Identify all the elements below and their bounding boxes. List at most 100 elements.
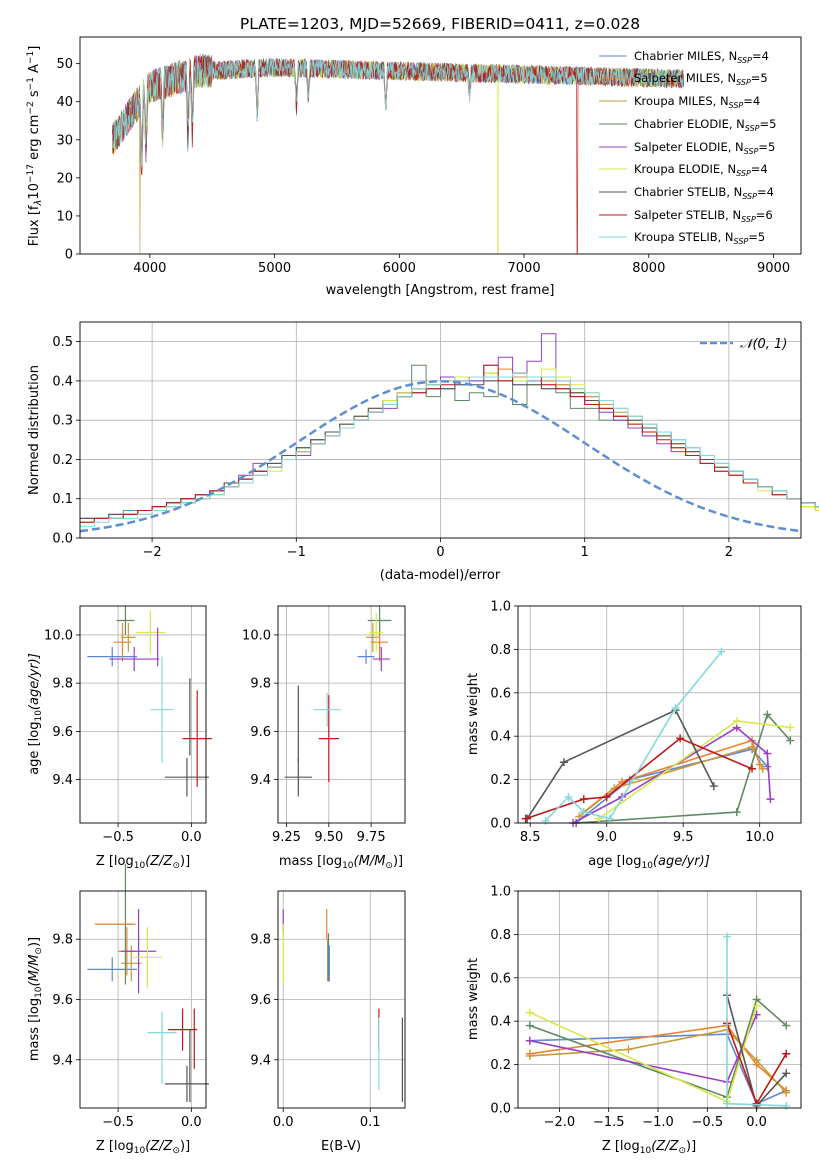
y-tick-label: 10.0 — [242, 628, 271, 643]
massweight-vs-z-panel: −2.0 −1.5 −1.0 −0.5 0.0 0.0 0.2 0.4 0.6 0.8 1.0 Z … — [466, 885, 802, 1156]
y-tick-label: 0.1 — [52, 492, 73, 507]
residuals-axes: −2 −1 0 1 2 0.0 0.1 0.2 0.3 0.4 0.5 — [52, 321, 802, 560]
mass-weight-marker — [723, 1099, 732, 1108]
mass-weight-marker — [525, 1008, 534, 1017]
y-tick-label: 0.4 — [490, 1015, 511, 1030]
y-tick-label: 0.5 — [52, 335, 73, 350]
mass-weight-marker — [782, 1101, 791, 1110]
legend-label: Salpeter MILES, NSSP=5 — [634, 71, 768, 87]
mass-weight-marker — [766, 795, 775, 804]
x-tick-label: −1.0 — [642, 1115, 674, 1130]
legend-label: Kroupa STELIB, NSSP=5 — [634, 230, 765, 246]
x-tick-label: −1.5 — [593, 1115, 625, 1130]
x-tick-label: 9.50 — [314, 830, 343, 845]
x-tick-label: 0 — [436, 545, 444, 560]
spectrum-legend: Chabrier MILES, NSSP=4 Salpeter MILES, N… — [599, 49, 776, 246]
histogram-step — [80, 368, 819, 523]
mw-age-xlabel: age [log10(age/yr)] — [588, 854, 710, 871]
y-tick-label: 9.4 — [250, 1053, 271, 1068]
y-tick-label: 0.2 — [490, 773, 511, 788]
x-tick-label: −0.5 — [102, 1115, 134, 1130]
histogram-step — [80, 380, 819, 519]
y-tick-label: 20 — [56, 171, 73, 186]
mass-ebv-xlabel: E(B-V) — [321, 1139, 361, 1154]
mass-weight-marker — [624, 1045, 633, 1054]
axes-frame — [517, 890, 802, 1109]
y-tick-label: 10 — [56, 209, 73, 224]
mw-age-axes: 8.5 9.0 9.5 10.0 0.0 0.2 0.4 0.6 0.8 1.0 — [490, 600, 802, 845]
mass-weight-marker — [763, 710, 772, 719]
y-tick-label: 0.0 — [52, 532, 73, 547]
axes-frame — [79, 890, 207, 1109]
mass-vs-ebv-panel: 0.0 0.1 9.4 9.6 9.8 E(B-V) — [250, 890, 406, 1154]
mass-weight-marker — [717, 647, 726, 656]
mass-weight-marker — [676, 734, 685, 743]
axes-frame — [277, 890, 406, 1109]
y-tick-label: 40 — [56, 95, 73, 110]
legend-label: Chabrier ELODIE, NSSP=5 — [634, 117, 776, 133]
y-tick-label: 9.4 — [52, 1053, 73, 1068]
mass-weight-marker — [525, 1051, 534, 1060]
y-tick-label: 0.4 — [52, 374, 73, 389]
legend-label: Chabrier STELIB, NSSP=4 — [634, 185, 774, 201]
histogram-step — [80, 372, 819, 523]
x-tick-label: 7000 — [508, 261, 541, 276]
age-z-ylabel: age [log10(age/yr)] — [27, 653, 44, 775]
y-tick-label: 9.8 — [52, 933, 73, 948]
x-tick-label: −1 — [287, 545, 306, 560]
x-tick-label: 1 — [581, 545, 589, 560]
residuals-histograms — [79, 333, 819, 533]
y-tick-label: 1.0 — [490, 885, 511, 900]
mass-z-axes: −0.5 0.0 9.4 9.6 9.8 — [52, 890, 207, 1130]
age-vs-mass-panel: 9.25 9.50 9.75 9.4 9.6 9.8 10.0 mass [log10(M/… — [242, 605, 406, 871]
legend-label: Salpeter STELIB, NSSP=6 — [634, 208, 773, 224]
x-tick-label: −2.0 — [544, 1115, 576, 1130]
x-tick-label: 0.0 — [181, 1115, 202, 1130]
x-tick-label: 8000 — [632, 261, 665, 276]
x-tick-label: −0.5 — [102, 830, 134, 845]
axes-frame — [79, 36, 802, 255]
mass-weight-marker — [579, 795, 588, 804]
axes-frame — [277, 605, 406, 824]
mass-weight-marker — [525, 1021, 534, 1030]
y-tick-label: 0.2 — [490, 1058, 511, 1073]
mass-weight-marker — [748, 743, 757, 752]
mass-weight-line — [529, 1014, 758, 1083]
x-tick-label: 2 — [725, 545, 733, 560]
y-tick-label: 9.4 — [52, 773, 73, 788]
y-tick-label: 9.6 — [250, 725, 271, 740]
residuals-panel: −2 −1 0 1 2 0.0 0.1 0.2 0.3 0.4 0.5 (data-model)/e… — [27, 321, 819, 583]
mass-weight-line — [544, 651, 723, 822]
figure-title: PLATE=1203, MJD=52669, FIBERID=0411, z=0… — [240, 15, 640, 33]
age-z-axes: −0.5 0.0 9.4 9.6 9.8 10.0 — [44, 605, 207, 845]
x-tick-label: 4000 — [133, 261, 166, 276]
axes-frame — [517, 605, 802, 824]
legend-label: Kroupa MILES, NSSP=4 — [634, 94, 760, 110]
mass-z-points — [87, 863, 209, 1102]
y-tick-label: 0.0 — [490, 817, 511, 832]
x-tick-label: 9.0 — [596, 830, 617, 845]
mass-weight-line — [583, 739, 761, 813]
mass-weight-marker — [602, 792, 611, 801]
mass-weight-marker — [732, 808, 741, 817]
axes-frame — [79, 321, 802, 539]
mass-weight-marker — [758, 764, 767, 773]
mass-z-xlabel: Z [log10(Z/Z⊙)] — [96, 1139, 190, 1156]
residuals-grid — [80, 322, 801, 539]
y-tick-label: 9.6 — [52, 725, 73, 740]
residuals-legend: 𝒩(0, 1) — [700, 337, 787, 352]
spectrum-ylabel: Flux [fλ10−17 erg cm−2 s−1 A−1] — [26, 46, 44, 247]
y-tick-label: 30 — [56, 133, 73, 148]
mass-weight-marker — [579, 808, 588, 817]
y-tick-label: 9.8 — [250, 933, 271, 948]
y-tick-label: 0.3 — [52, 414, 73, 429]
age-mass-xlabel: mass [log10(M/M⊙)] — [279, 854, 403, 871]
axes-frame — [79, 605, 207, 824]
y-tick-label: 9.4 — [250, 773, 271, 788]
mw-age-lines — [521, 647, 795, 827]
mass-vs-z-panel: −0.5 0.0 9.4 9.6 9.8 Z [log10(Z/Z⊙)] mass [l… — [27, 863, 209, 1156]
massweight-vs-age-panel: 8.5 9.0 9.5 10.0 0.0 0.2 0.4 0.6 0.8 1.0 age [log… — [466, 600, 802, 871]
x-tick-label: −2 — [143, 545, 162, 560]
mass-weight-marker — [723, 932, 732, 941]
